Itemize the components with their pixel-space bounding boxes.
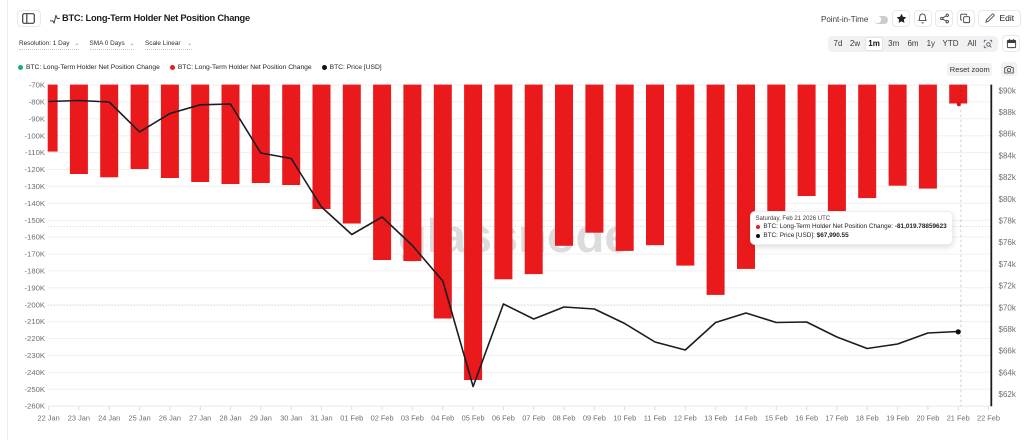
svg-text:18 Feb: 18 Feb [856,414,879,423]
svg-text:-150K: -150K [24,216,45,225]
svg-text:15 Feb: 15 Feb [765,414,788,423]
svg-text:01 Feb: 01 Feb [340,414,363,423]
svg-text:$70k: $70k [999,303,1017,312]
svg-text:22 Feb: 22 Feb [977,414,1000,423]
svg-text:$82k: $82k [999,173,1017,182]
svg-text:22 Jan: 22 Jan [37,414,59,423]
svg-text:26 Jan: 26 Jan [159,414,181,423]
svg-text:21 Feb: 21 Feb [947,414,970,423]
svg-text:04 Feb: 04 Feb [431,414,454,423]
svg-text:$72k: $72k [999,282,1017,291]
svg-text:$80k: $80k [999,195,1017,204]
svg-text:14 Feb: 14 Feb [734,414,757,423]
svg-text:-210K: -210K [24,317,45,326]
svg-text:29 Jan: 29 Jan [250,414,272,423]
svg-text:05 Feb: 05 Feb [462,414,485,423]
svg-text:10 Feb: 10 Feb [613,414,636,423]
svg-text:-200K: -200K [24,300,45,309]
svg-text:-120K: -120K [24,165,45,174]
svg-text:31 Jan: 31 Jan [310,414,332,423]
svg-text:$68k: $68k [999,325,1017,334]
svg-text:-130K: -130K [24,182,45,191]
svg-text:06 Feb: 06 Feb [492,414,515,423]
svg-text:$64k: $64k [999,368,1017,377]
svg-text:08 Feb: 08 Feb [552,414,575,423]
svg-text:20 Feb: 20 Feb [916,414,939,423]
svg-text:-100K: -100K [24,131,45,140]
svg-text:$74k: $74k [999,260,1017,269]
svg-text:$76k: $76k [999,238,1017,247]
svg-text:-250K: -250K [24,385,45,394]
svg-text:27 Jan: 27 Jan [189,414,211,423]
svg-text:09 Feb: 09 Feb [583,414,606,423]
svg-text:$62k: $62k [999,390,1017,399]
svg-text:13 Feb: 13 Feb [704,414,727,423]
svg-text:23 Jan: 23 Jan [68,414,90,423]
svg-text:$86k: $86k [999,130,1017,139]
svg-text:24 Jan: 24 Jan [98,414,120,423]
svg-text:03 Feb: 03 Feb [401,414,424,423]
svg-text:25 Jan: 25 Jan [128,414,150,423]
svg-text:-190K: -190K [24,283,45,292]
svg-text:-70K: -70K [29,81,46,90]
svg-text:12 Feb: 12 Feb [674,414,697,423]
svg-text:16 Feb: 16 Feb [795,414,818,423]
svg-text:-220K: -220K [24,334,45,343]
svg-text:$88k: $88k [999,108,1017,117]
svg-text:28 Jan: 28 Jan [219,414,241,423]
svg-text:$90k: $90k [999,86,1017,95]
svg-text:$84k: $84k [999,151,1017,160]
svg-text:-160K: -160K [24,233,45,242]
svg-text:-180K: -180K [24,267,45,276]
svg-text:07 Feb: 07 Feb [522,414,545,423]
svg-text:-90K: -90K [29,114,46,123]
svg-text:-110K: -110K [25,148,46,157]
svg-text:02 Feb: 02 Feb [371,414,394,423]
svg-text:$66k: $66k [999,347,1017,356]
svg-text:-140K: -140K [24,199,45,208]
svg-text:-230K: -230K [24,351,45,360]
svg-text:30 Jan: 30 Jan [280,414,302,423]
svg-text:-260K: -260K [24,402,45,411]
svg-text:19 Feb: 19 Feb [886,414,909,423]
svg-text:-240K: -240K [24,368,45,377]
svg-text:11 Feb: 11 Feb [644,414,666,423]
svg-text:-80K: -80K [29,98,46,107]
svg-text:$78k: $78k [999,217,1017,226]
svg-text:17 Feb: 17 Feb [825,414,848,423]
svg-text:-170K: -170K [24,250,45,259]
